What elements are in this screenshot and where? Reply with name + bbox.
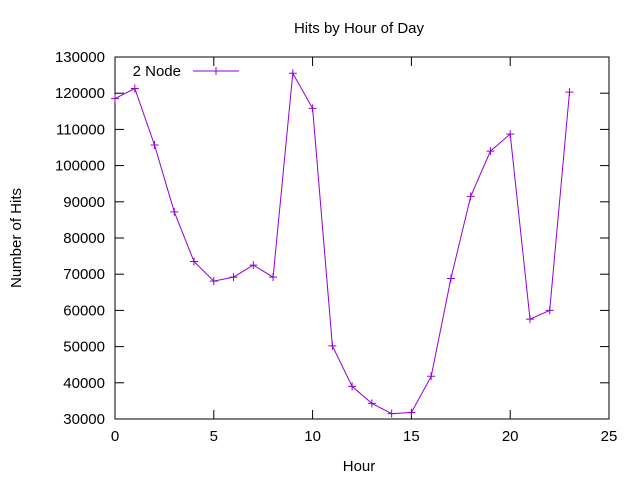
data-point <box>308 104 317 113</box>
plot-frame <box>114 56 610 420</box>
y-tick-label: 30000 <box>63 411 105 428</box>
data-point <box>229 273 238 282</box>
chart-title: Hits by Hour of Day <box>294 20 425 37</box>
data-point <box>249 261 258 270</box>
data-point <box>387 409 396 418</box>
y-tick-label: 50000 <box>63 339 105 356</box>
y-tick-label: 110000 <box>56 121 105 138</box>
data-point <box>348 382 357 391</box>
data-point <box>328 341 337 350</box>
y-tick-label: 100000 <box>55 158 105 175</box>
data-point <box>506 130 515 139</box>
y-tick-label: 60000 <box>63 302 105 319</box>
data-point <box>367 399 376 408</box>
y-tick-label: 70000 <box>63 266 105 283</box>
data-point <box>288 69 297 78</box>
y-tick-label: 80000 <box>63 230 105 247</box>
data-point <box>150 140 159 149</box>
x-tick-label: 20 <box>502 428 519 445</box>
x-tick-label: 25 <box>601 428 618 445</box>
data-point <box>111 94 119 103</box>
data-point <box>130 84 139 93</box>
data-point <box>170 207 179 216</box>
y-tick-label: 40000 <box>63 375 105 392</box>
data-point <box>190 257 199 266</box>
legend-label: 2 Node <box>133 63 181 80</box>
data-point <box>486 147 495 156</box>
x-tick-label: 0 <box>111 428 119 445</box>
legend-marker <box>212 67 220 75</box>
x-axis-label: Hour <box>343 458 376 475</box>
data-point <box>407 408 416 417</box>
legend: 2 Node <box>133 63 239 80</box>
legend-marker-cross <box>212 67 220 75</box>
data-point <box>427 372 436 381</box>
y-tick-label: 130000 <box>55 49 105 66</box>
data-point <box>545 306 554 315</box>
data-point <box>565 88 574 97</box>
data-point <box>525 315 534 324</box>
data-point <box>466 192 475 201</box>
x-tick-label: 15 <box>403 428 420 445</box>
data-point <box>446 274 455 283</box>
x-tick-label: 10 <box>304 428 321 445</box>
data-point <box>209 277 218 286</box>
y-tick-label: 90000 <box>63 194 105 211</box>
y-tick-label: 120000 <box>55 85 105 102</box>
plot-axes: 30000 40000 50000 60000 70000 80000 90000 10000… <box>55 49 617 445</box>
x-tick-label: 5 <box>210 428 218 445</box>
y-axis-label: Number of Hits <box>8 188 25 288</box>
data-point <box>269 273 278 282</box>
series-group <box>111 69 574 418</box>
series-line <box>114 71 570 415</box>
